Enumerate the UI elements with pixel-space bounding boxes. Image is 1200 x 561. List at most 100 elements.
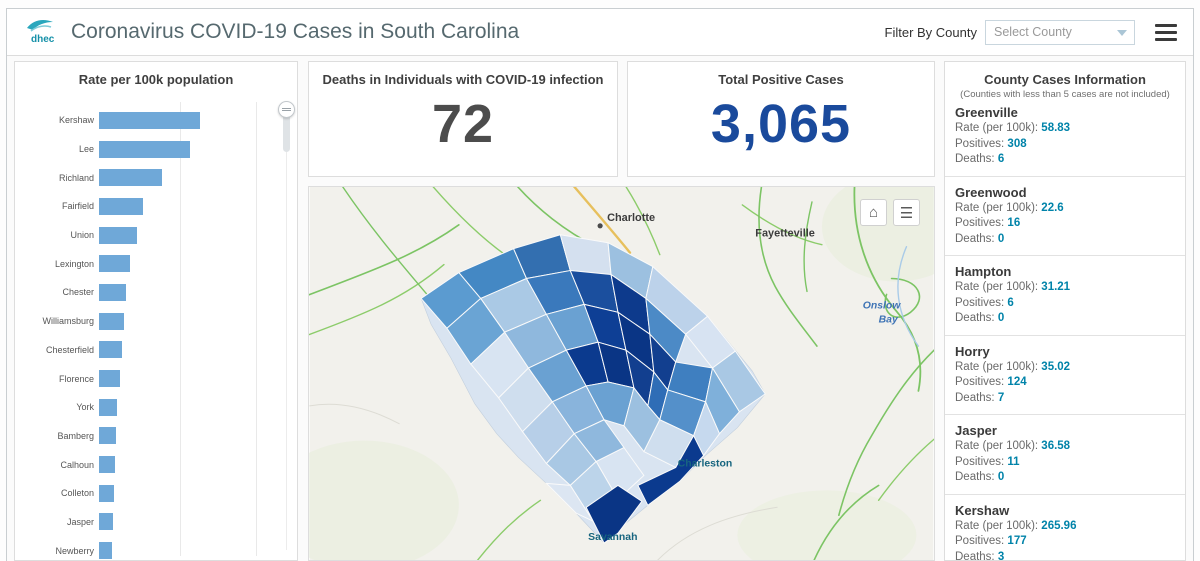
chart-scrollbar[interactable]	[278, 101, 295, 550]
bar-track	[99, 283, 251, 301]
county-stat-row: Rate (per 100k): 58.83	[955, 122, 1071, 134]
county-card[interactable]: Jasper Rate (per 100k): 36.58 Positives: 1…	[945, 414, 1185, 494]
county-select-dropdown[interactable]: Select County	[985, 19, 1135, 45]
county-stat-value: 58.83	[1041, 122, 1071, 134]
bar-track	[99, 341, 251, 359]
bar-category-label: Richland	[58, 172, 94, 183]
charlotte-city-dot	[597, 223, 603, 229]
map-legend-button[interactable]: ☰	[893, 199, 920, 226]
bar-category-label: Chesterfield	[45, 344, 94, 355]
dhec-logo: dhec	[27, 20, 55, 45]
county-stat-value: 36.58	[1041, 440, 1071, 452]
bar[interactable]	[99, 169, 163, 187]
bar-row: Jasper	[15, 508, 297, 537]
county-card[interactable]: Greenwood Rate (per 100k): 22.6 Positives:…	[945, 175, 1185, 255]
county-stat-value: 35.02	[1041, 360, 1071, 373]
bar-category-label: Williamsburg	[42, 316, 94, 327]
county-stat-row: Positives: 124	[955, 376, 1027, 388]
filter-by-county-label: Filter By County	[884, 24, 977, 40]
map-panel[interactable]: Charlotte Fayetteville Onslow Bay Charle…	[308, 186, 935, 561]
bar-track	[99, 542, 251, 560]
counties-layer[interactable]	[420, 234, 766, 544]
bar-track	[99, 484, 251, 502]
bar-track	[99, 140, 251, 158]
bar-track	[99, 169, 251, 187]
county-name: Horry	[955, 343, 990, 359]
header-controls: Filter By County Select County	[884, 19, 1177, 45]
positives-card: Total Positive Cases 3,065	[627, 61, 935, 177]
county-stat-row: Deaths: 7	[955, 391, 1005, 404]
chevron-down-icon	[1117, 29, 1127, 36]
bar-row: York	[15, 393, 297, 422]
county-stat-value: 31.21	[1041, 281, 1071, 293]
bar[interactable]	[99, 283, 127, 301]
county-stat-value: 177	[1007, 535, 1027, 547]
bar[interactable]	[99, 226, 137, 244]
bar-row: Union	[15, 221, 297, 250]
county-list[interactable]: Greenville Rate (per 100k): 58.83 Positive…	[945, 106, 1185, 560]
county-stat-value: 0	[997, 312, 1005, 324]
header: dhec Coronavirus COVID-19 Cases in South…	[7, 9, 1193, 56]
bar[interactable]	[99, 513, 113, 531]
bar-category-label: Chester	[62, 287, 94, 298]
charlotte-label: Charlotte	[607, 212, 655, 224]
county-panel-title: County Cases Information	[984, 72, 1146, 87]
county-stat-row: Rate (per 100k): 31.21	[955, 281, 1071, 293]
bar-category-label: Newberry	[55, 545, 94, 556]
bar[interactable]	[99, 398, 117, 416]
bar[interactable]	[99, 312, 124, 330]
county-stat-value: 7	[997, 391, 1005, 404]
bar-category-label: Jasper	[66, 516, 94, 527]
county-stat-row: Positives: 308	[955, 137, 1027, 150]
home-icon: ⌂	[868, 204, 879, 221]
bar[interactable]	[99, 197, 144, 215]
menu-button[interactable]	[1155, 23, 1177, 41]
county-card[interactable]: Greenville Rate (per 100k): 58.83 Positive…	[945, 106, 1185, 176]
bar-row: Florence	[15, 364, 297, 393]
scrollbar-grip-icon[interactable]	[278, 101, 295, 118]
county-card[interactable]: Hampton Rate (per 100k): 31.21 Positives: …	[945, 255, 1185, 335]
bar-track	[99, 456, 251, 474]
bar-track	[99, 370, 251, 388]
bar-category-label: Bamberg	[57, 430, 94, 441]
bar-category-label: York	[76, 402, 94, 413]
county-stat-value: 6	[997, 153, 1005, 165]
deaths-value: 72	[431, 94, 495, 154]
county-stat-row: Rate (per 100k): 265.96	[955, 519, 1077, 532]
bar[interactable]	[99, 456, 115, 474]
county-stat-value: 3	[997, 550, 1005, 561]
bar[interactable]	[99, 341, 122, 359]
deaths-card-title: Deaths in Individuals with COVID-19 infe…	[322, 72, 604, 87]
bar-track	[99, 427, 251, 445]
county-name: Greenwood	[955, 184, 1027, 200]
bar[interactable]	[99, 111, 201, 129]
bar[interactable]	[99, 370, 120, 388]
bar-row: Bamberg	[15, 422, 297, 451]
bar[interactable]	[99, 484, 115, 502]
bar[interactable]	[99, 427, 117, 445]
bar[interactable]	[99, 255, 131, 273]
county-stat-value: 0	[997, 232, 1005, 245]
bar-category-label: Kershaw	[58, 115, 94, 126]
bar-track	[99, 398, 251, 416]
sc-county-map[interactable]: Charlotte Fayetteville Onslow Bay Charle…	[309, 187, 934, 560]
county-card[interactable]: Kershaw Rate (per 100k): 265.96 Positives:…	[945, 493, 1185, 561]
county-stat-row: Positives: 11	[955, 455, 1020, 468]
county-stat-value: 308	[1007, 137, 1027, 150]
map-home-button[interactable]: ⌂	[860, 199, 887, 226]
bar-row: Williamsburg	[15, 307, 297, 336]
map-labels-layer: Charlotte Fayetteville Onslow Bay Charle…	[588, 212, 901, 543]
bar[interactable]	[99, 140, 190, 158]
legend-icon: ☰	[899, 204, 914, 222]
bar-row: Kershaw	[15, 106, 297, 135]
county-card[interactable]: Horry Rate (per 100k): 35.02 Positives: 12…	[945, 334, 1185, 414]
county-stat-row: Rate (per 100k): 36.58	[955, 440, 1071, 452]
county-stat-row: Positives: 6	[955, 296, 1014, 309]
county-stat-row: Deaths: 6	[955, 153, 1005, 165]
bar[interactable]	[99, 542, 112, 560]
county-name: Greenville	[955, 106, 1018, 120]
bar-row: Lee	[15, 135, 297, 164]
county-stat-value: 0	[997, 471, 1005, 483]
scrollbar-thumb[interactable]	[278, 101, 295, 152]
